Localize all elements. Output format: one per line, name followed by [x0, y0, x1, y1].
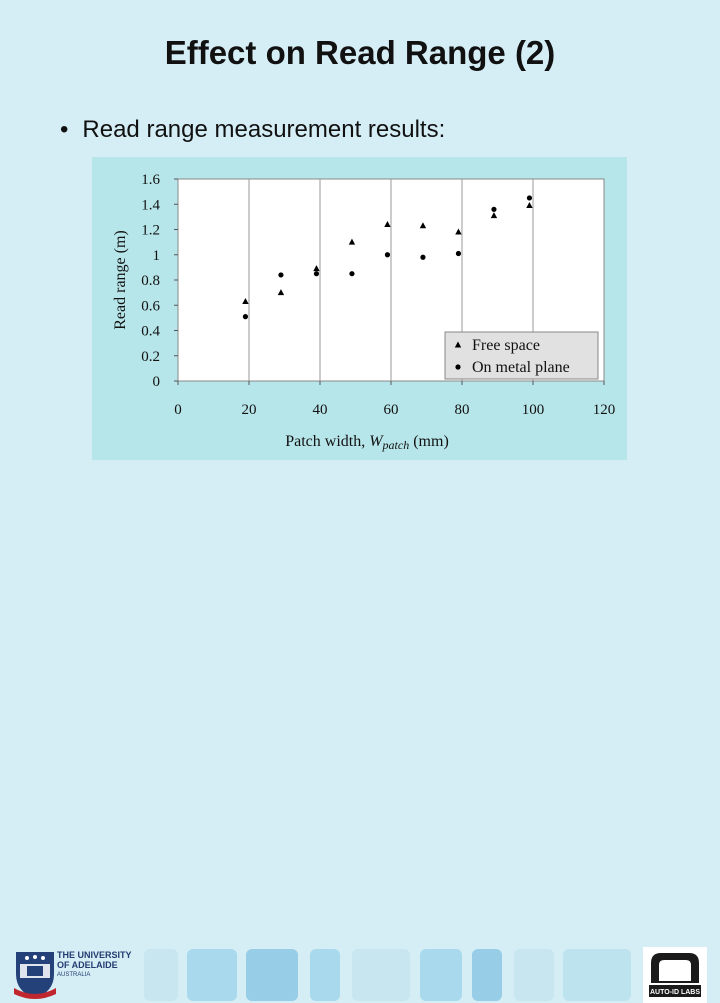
x-axis-label-var: W [369, 433, 384, 450]
decor-tile [420, 949, 462, 1001]
decor-tile [144, 949, 178, 1001]
auto-id-labs-logo: AUTO-ID LABS [643, 947, 707, 1003]
decor-tile [514, 949, 554, 1001]
metal-plane-point [313, 271, 320, 277]
decor-tile [187, 949, 237, 1001]
decor-tile [352, 949, 410, 1001]
y-axis-label: Read range (m) [112, 230, 129, 330]
x-tick-label: 40 [313, 402, 328, 418]
legend-label: On metal plane [472, 359, 570, 376]
y-tick-label: 1.6 [141, 172, 160, 188]
free-space-point [348, 238, 356, 245]
decor-tile [246, 949, 298, 1001]
decor-tile [563, 949, 631, 1001]
metal-plane-point [491, 206, 497, 212]
x-tick-label: 20 [242, 402, 257, 418]
free-space-point [313, 265, 320, 272]
y-tick-label: 1 [153, 248, 161, 264]
adelaide-wordmark: THE UNIVERSITY OF ADELAIDE AUSTRALIA [57, 950, 132, 980]
metal-plane-point [349, 271, 355, 277]
adelaide-line-2: OF ADELAIDE [57, 960, 118, 970]
y-tick-label: 1.2 [141, 223, 160, 239]
x-tick-label: 100 [522, 402, 545, 418]
y-tick-label: 0.2 [141, 349, 160, 365]
legend-marker-metal-plane [455, 364, 461, 370]
metal-plane-point [278, 272, 284, 278]
free-space-point [455, 228, 462, 235]
metal-plane-point [242, 314, 249, 320]
x-axis-label-prefix: Patch width, [285, 433, 369, 450]
metal-plane-point [455, 250, 462, 257]
free-space-point [384, 220, 391, 227]
x-axis-label: Patch width, Wpatch (mm) [285, 433, 449, 452]
x-tick-label: 80 [455, 402, 470, 418]
y-tick-label: 0.6 [141, 298, 160, 314]
decor-tile [310, 949, 340, 1001]
x-tick-label: 0 [174, 402, 182, 418]
bullet-text: Read range measurement results: [82, 116, 446, 143]
bullet-symbol: • [60, 116, 69, 143]
free-space-point [490, 212, 498, 219]
footer: THE UNIVERSITY OF ADELAIDE AUSTRALIA AUT… [0, 470, 720, 1003]
legend-box [444, 331, 599, 380]
y-tick-label: 0.4 [141, 324, 160, 340]
free-space-point [419, 222, 427, 229]
decor-tile [472, 949, 502, 1001]
auto-id-labs-text: AUTO-ID LABS [650, 989, 700, 996]
chart-panel: 0 20 40 60 80 100 120 0 0.2 0.4 0.6 0.8 1 1.2 1.4 1.6 Re… [92, 157, 627, 460]
free-space-point [526, 202, 533, 209]
y-tick-label: 1.4 [141, 197, 160, 213]
adelaide-line-3: AUSTRALIA [57, 972, 91, 978]
metal-plane-point [420, 254, 426, 260]
slide-title: Effect on Read Range (2) [164, 34, 556, 71]
legend-label: Free space [472, 337, 540, 354]
free-space-point [277, 289, 285, 296]
free-space-point [242, 297, 249, 304]
y-tick-label: 0.8 [141, 273, 160, 289]
legend-marker-free-space [454, 341, 462, 348]
x-tick-label: 60 [384, 402, 399, 418]
x-axis-label-sub: patch [382, 438, 410, 452]
bullet-item: • Read range measurement results: [60, 116, 445, 144]
adelaide-line-1: THE UNIVERSITY [57, 950, 132, 960]
metal-plane-point [384, 252, 391, 258]
x-tick-label: 120 [593, 402, 616, 418]
read-range-chart: 0 20 40 60 80 100 120 0 0.2 0.4 0.6 0.8 1 1.2 1.4 1.6 Re… [112, 172, 616, 452]
x-axis-label-unit: (mm) [409, 433, 449, 450]
metal-plane-point [526, 195, 533, 201]
y-tick-label: 0 [153, 374, 161, 390]
